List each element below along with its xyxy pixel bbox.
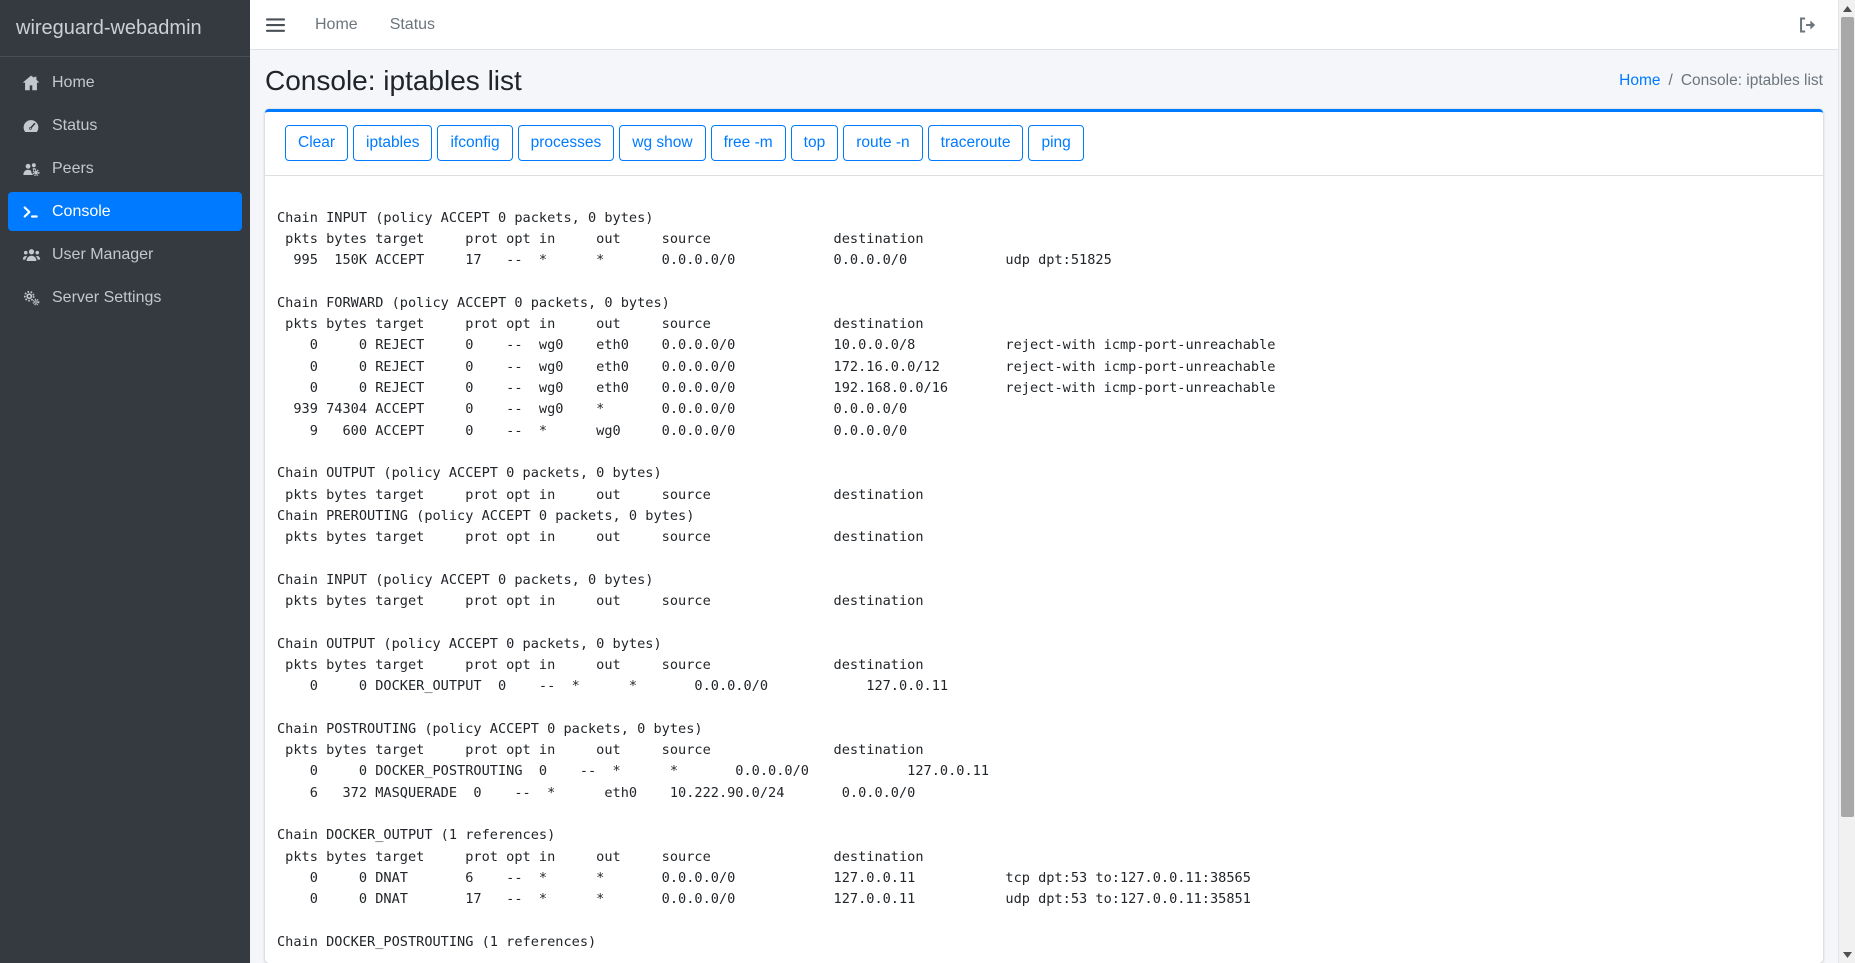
free-m-button[interactable]: free -m bbox=[710, 125, 786, 161]
sidebar-item-home[interactable]: Home bbox=[8, 63, 242, 102]
users-gear-icon bbox=[16, 160, 46, 178]
sidebar: wireguard-webadmin Home Status Peers bbox=[0, 0, 250, 963]
ifconfig-button[interactable]: ifconfig bbox=[437, 125, 513, 161]
main-area: Home Status Console: iptables list Home … bbox=[250, 0, 1838, 963]
console-output: Chain INPUT (policy ACCEPT 0 packets, 0 … bbox=[277, 209, 1276, 950]
sidebar-item-label: Status bbox=[52, 116, 98, 134]
console-toolbar: Clear iptables ifconfig processes wg sho… bbox=[265, 112, 1823, 176]
content-header: Console: iptables list Home / Console: i… bbox=[250, 50, 1838, 107]
clear-button[interactable]: Clear bbox=[285, 125, 349, 161]
gears-icon bbox=[16, 289, 46, 307]
iptables-button[interactable]: iptables bbox=[353, 125, 433, 161]
top-navbar: Home Status bbox=[250, 0, 1838, 50]
brand-label: wireguard-webadmin bbox=[16, 16, 202, 39]
home-icon bbox=[16, 74, 46, 92]
breadcrumb-current: Console: iptables list bbox=[1680, 72, 1823, 89]
wg-show-button[interactable]: wg show bbox=[619, 125, 706, 161]
ping-button[interactable]: ping bbox=[1028, 125, 1084, 161]
sidebar-item-label: Home bbox=[52, 73, 95, 91]
page-title: Console: iptables list bbox=[265, 65, 522, 96]
breadcrumb: Home / Console: iptables list bbox=[1619, 72, 1823, 90]
brand-link[interactable]: wireguard-webadmin bbox=[0, 0, 250, 57]
sidebar-item-label: User Manager bbox=[52, 245, 154, 263]
sidebar-item-label: Console bbox=[52, 202, 111, 220]
sidebar-item-console[interactable]: Console bbox=[8, 192, 242, 231]
sidebar-nav: Home Status Peers Console bbox=[0, 57, 250, 329]
processes-button[interactable]: processes bbox=[517, 125, 615, 161]
sidebar-item-status[interactable]: Status bbox=[8, 106, 242, 145]
sidebar-item-user-manager[interactable]: User Manager bbox=[8, 235, 242, 274]
console-card: Clear iptables ifconfig processes wg sho… bbox=[265, 109, 1823, 963]
sidebar-item-peers[interactable]: Peers bbox=[8, 149, 242, 188]
sidebar-item-label: Peers bbox=[52, 159, 94, 177]
breadcrumb-home-link[interactable]: Home bbox=[1619, 72, 1661, 89]
users-icon bbox=[16, 246, 46, 264]
sidebar-item-label: Server Settings bbox=[52, 288, 162, 306]
breadcrumb-separator: / bbox=[1668, 72, 1673, 89]
topnav-link-home[interactable]: Home bbox=[315, 15, 358, 33]
scroll-up-arrow-icon[interactable] bbox=[1839, 0, 1855, 17]
topnav-link-status[interactable]: Status bbox=[389, 15, 436, 33]
traceroute-button[interactable]: traceroute bbox=[927, 125, 1024, 161]
console-output-area: Chain INPUT (policy ACCEPT 0 packets, 0 … bbox=[265, 176, 1823, 963]
hamburger-icon[interactable] bbox=[266, 17, 285, 33]
route-n-button[interactable]: route -n bbox=[843, 125, 923, 161]
terminal-icon bbox=[16, 203, 46, 221]
vertical-scrollbar[interactable] bbox=[1838, 0, 1855, 963]
gauge-icon bbox=[16, 117, 46, 135]
sign-out-icon[interactable] bbox=[1794, 12, 1822, 38]
top-button[interactable]: top bbox=[790, 125, 839, 161]
scroll-down-arrow-icon[interactable] bbox=[1839, 946, 1855, 963]
sidebar-item-server-settings[interactable]: Server Settings bbox=[8, 278, 242, 317]
scrollbar-thumb[interactable] bbox=[1841, 17, 1854, 817]
